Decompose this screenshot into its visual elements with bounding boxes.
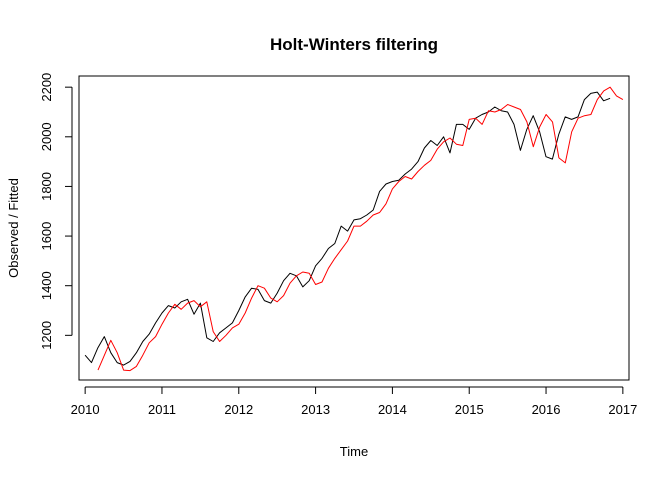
x-tick-label: 2014 (378, 402, 407, 417)
y-tick-label: 1200 (39, 321, 54, 350)
y-tick-label: 2200 (39, 73, 54, 102)
y-axis-title: Observed / Fitted (6, 178, 21, 278)
y-tick-label: 1800 (39, 172, 54, 201)
series-layer (84, 86, 624, 372)
fitted-series-line (97, 86, 624, 372)
x-tick-label: 2011 (148, 402, 176, 417)
x-tick-label: 2015 (455, 402, 484, 417)
x-tick-label: 2012 (224, 402, 253, 417)
plot-area-frame (78, 75, 630, 381)
observed-series-line (84, 91, 611, 366)
y-tick-label: 1600 (39, 222, 54, 251)
x-axis: 2010 2011 2012 2013 2014 2015 2016 2017 (71, 386, 637, 417)
chart-title: Holt-Winters filtering (270, 35, 438, 54)
x-tick-label: 2013 (301, 402, 330, 417)
y-axis: 1200 1400 1600 1800 2000 2200 (39, 73, 73, 350)
x-tick-label: 2010 (71, 402, 100, 417)
y-tick-label: 2000 (39, 122, 54, 151)
x-tick-label: 2017 (608, 402, 637, 417)
x-tick-label: 2016 (532, 402, 561, 417)
y-tick-label: 1400 (39, 271, 54, 300)
x-axis-title: Time (340, 444, 368, 459)
